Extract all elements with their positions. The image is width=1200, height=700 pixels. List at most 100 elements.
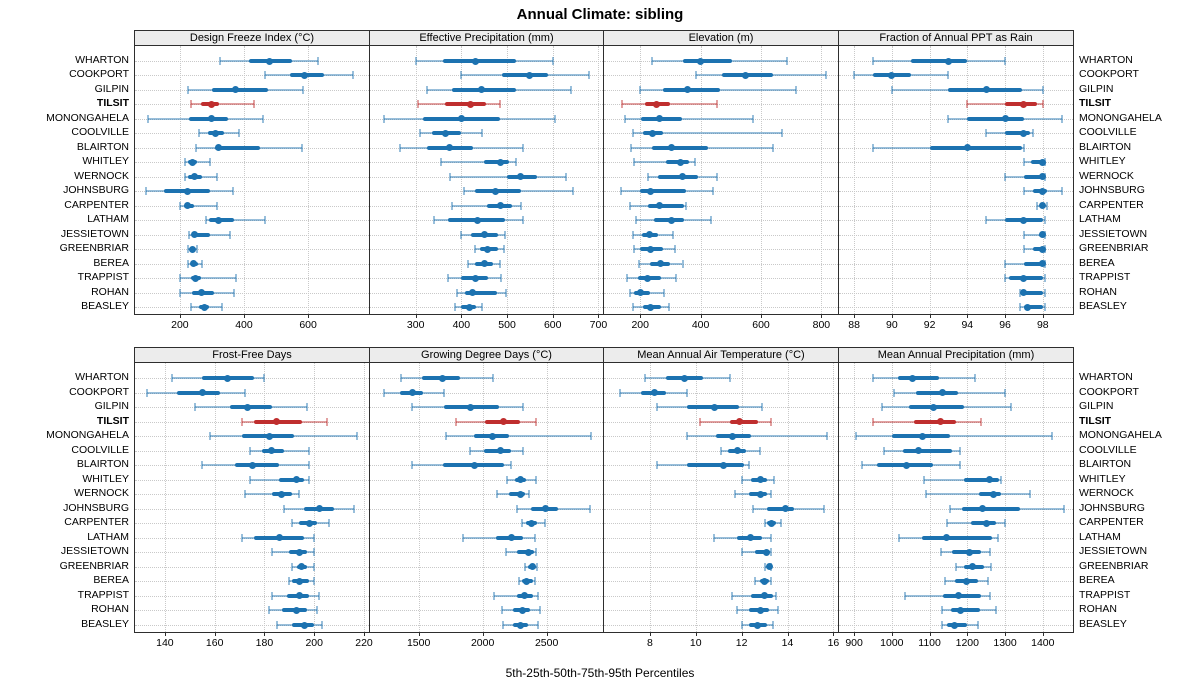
percentile-mark-gilpin-cap-95 xyxy=(570,85,573,94)
percentile-mark-berea-cap-95 xyxy=(313,577,316,586)
percentile-mark-latham-cap-5 xyxy=(462,533,465,542)
percentile-mark-wernock-cap-5 xyxy=(733,490,736,499)
axis-tick-label: 500 xyxy=(498,319,516,331)
row-gridline xyxy=(370,176,603,178)
station-label-right-trappist: TRAPPIST xyxy=(1079,588,1131,601)
percentile-mark-carpenter-median xyxy=(527,519,535,527)
tick-gridline xyxy=(461,46,463,314)
row-gridline xyxy=(135,278,369,280)
row-gridline xyxy=(135,494,369,496)
axis-tick-label: 800 xyxy=(812,319,831,331)
axis-tick-label: 90 xyxy=(885,319,898,331)
row-gridline xyxy=(370,133,603,135)
percentile-mark-beasley-cap-95 xyxy=(220,303,223,311)
row-gridline xyxy=(839,104,1073,106)
row-gridline xyxy=(135,263,369,265)
percentile-mark-monongahela-cap-95 xyxy=(554,114,557,123)
percentile-mark-latham-median xyxy=(1020,216,1028,224)
axis-tick xyxy=(649,632,651,636)
percentile-mark-trappist-median xyxy=(521,592,529,600)
percentile-mark-blairton-cap-5 xyxy=(194,143,197,152)
axis-tick xyxy=(891,632,893,636)
percentile-mark-wernock-iqr xyxy=(978,492,1002,497)
percentile-mark-berea-cap-5 xyxy=(637,259,640,268)
percentile-mark-beasley-cap-95 xyxy=(1043,303,1046,311)
percentile-mark-rohan-median xyxy=(293,606,301,614)
station-label-left-johnsburg: JOHNSBURG xyxy=(63,501,129,514)
row-gridline xyxy=(839,162,1073,164)
station-label-right-tilsit: TILSIT xyxy=(1079,97,1112,110)
percentile-mark-carpenter-whisker xyxy=(452,204,521,207)
percentile-mark-carpenter-median xyxy=(184,202,192,210)
tick-gridline xyxy=(1042,46,1044,314)
percentile-mark-coolville-cap-5 xyxy=(248,446,251,455)
percentile-mark-wernock-median xyxy=(516,490,524,498)
station-label-left-monongahela: MONONGAHELA xyxy=(46,429,129,442)
percentile-mark-carpenter-cap-5 xyxy=(1036,201,1039,210)
axis-tick xyxy=(364,632,366,636)
tick-gridline xyxy=(418,363,420,632)
percentile-mark-wernock-median xyxy=(1039,173,1047,181)
percentile-mark-trappist-cap-5 xyxy=(904,591,907,600)
axis-tick-label: 600 xyxy=(543,319,562,331)
percentile-mark-gilpin-cap-5 xyxy=(890,85,893,94)
percentile-mark-beasley-median xyxy=(200,303,208,311)
percentile-mark-greenbriar-median xyxy=(484,245,492,253)
station-label-right-gilpin: GILPIN xyxy=(1079,400,1114,413)
percentile-mark-berea-iqr xyxy=(1023,261,1043,266)
percentile-mark-beasley-cap-5 xyxy=(275,621,278,629)
percentile-mark-trappist-cap-5 xyxy=(731,591,734,600)
percentile-mark-johnsburg-cap-95 xyxy=(711,187,714,196)
percentile-mark-beasley-median xyxy=(950,621,958,629)
percentile-mark-jessietown-median xyxy=(525,548,533,556)
row-gridline xyxy=(839,378,1073,379)
percentile-mark-coolville-cap-5 xyxy=(469,446,472,455)
percentile-mark-blairton-median xyxy=(668,144,676,152)
percentile-mark-trappist-whisker xyxy=(494,594,539,597)
row-gridline xyxy=(604,610,838,612)
percentile-mark-wharton-cap-95 xyxy=(551,57,554,65)
percentile-mark-greenbriar-median xyxy=(189,245,197,253)
percentile-mark-greenbriar-cap-5 xyxy=(1022,245,1025,254)
axis-tick xyxy=(461,314,463,318)
percentile-mark-cookport-cap-95 xyxy=(351,71,354,80)
percentile-mark-carpenter-median xyxy=(982,519,990,527)
percentile-mark-cookport-cap-95 xyxy=(442,388,445,397)
percentile-mark-latham-cap-5 xyxy=(241,533,244,542)
percentile-mark-jessietown-cap-5 xyxy=(939,548,942,557)
station-label-right-beasley: BEASLEY xyxy=(1079,618,1127,630)
percentile-mark-johnsburg-cap-95 xyxy=(231,187,234,196)
percentile-mark-rohan-cap-5 xyxy=(941,606,944,615)
percentile-mark-cookport-median xyxy=(650,389,658,397)
station-label-left-cookport: COOKPORT xyxy=(69,385,129,398)
station-label-right-cookport: COOKPORT xyxy=(1079,385,1139,398)
station-label-left-whitley: WHITLEY xyxy=(82,472,129,485)
percentile-mark-carpenter-cap-95 xyxy=(328,519,331,528)
percentile-mark-rohan-median xyxy=(636,289,644,297)
axis-tick xyxy=(314,632,316,636)
station-label-left-latham: LATHAM xyxy=(87,530,129,543)
percentile-mark-wharton-cap-95 xyxy=(973,374,976,382)
percentile-mark-beasley-median xyxy=(466,303,474,311)
row-gridline xyxy=(135,479,369,481)
row-gridline xyxy=(604,581,838,583)
row-gridline xyxy=(604,118,838,120)
percentile-mark-rohan-cap-5 xyxy=(500,606,503,615)
percentile-mark-coolville-cap-5 xyxy=(883,446,886,455)
percentile-mark-berea-cap-5 xyxy=(1004,259,1007,268)
percentile-mark-wernock-median xyxy=(990,490,998,498)
percentile-mark-blairton-median xyxy=(214,144,222,152)
percentile-mark-latham-cap-5 xyxy=(713,533,716,542)
percentile-mark-monongahela-cap-5 xyxy=(382,114,385,123)
row-gridline xyxy=(370,552,603,554)
percentile-mark-gilpin-cap-95 xyxy=(761,403,764,412)
panel-mean-annual-precipitation-mm-: 900 1000 1100 1200 1300 1400 xyxy=(838,362,1074,649)
percentile-mark-johnsburg-median xyxy=(492,187,500,195)
percentile-mark-johnsburg-iqr xyxy=(961,506,1021,511)
percentile-mark-tilsit-iqr xyxy=(914,419,956,424)
axis-tick-label: 180 xyxy=(255,637,274,649)
percentile-mark-cookport-median xyxy=(198,389,206,397)
percentile-mark-trappist-median xyxy=(644,274,652,282)
percentile-mark-whitley-cap-95 xyxy=(1000,475,1003,484)
axis-tick-label: 10 xyxy=(689,637,702,649)
